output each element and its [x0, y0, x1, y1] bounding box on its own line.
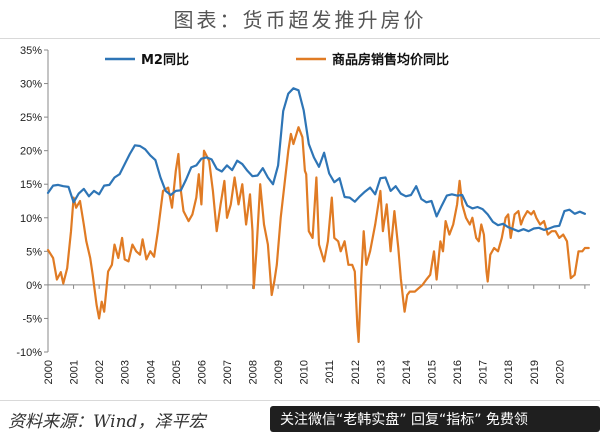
watermark-banner: 关注微信“老韩实盘” 回复“指标” 免费领 — [270, 406, 600, 432]
series-layer — [46, 87, 590, 343]
line-chart: -10%-5%0%5%10%15%20%25%30%35% 2000 2001 20… — [16, 45, 590, 384]
chart-title: 图表：货币超发推升房价 — [173, 8, 427, 32]
y-tick-label: 25% — [20, 112, 42, 124]
y-tick-label: -10% — [16, 347, 42, 359]
y-tick-label: 20% — [20, 146, 42, 158]
x-tick-label: 2007 — [222, 360, 234, 384]
source-note: 资料来源：Wind，泽平宏 — [8, 412, 206, 432]
x-tick-label: 2005 — [171, 360, 183, 384]
y-tick-label: -5% — [22, 313, 42, 325]
title-band: 图表：货币超发推升房价 — [0, 0, 600, 39]
x-tick-label: 2008 — [248, 360, 260, 384]
legend-label: 商品房销售均价同比 — [332, 52, 449, 68]
x-tick-label: 2017 — [478, 360, 490, 384]
x-tick-label: 2019 — [529, 360, 541, 384]
y-tick-label: 35% — [20, 45, 42, 57]
x-tick-label: 2001 — [69, 360, 81, 384]
x-tick-label: 2003 — [120, 360, 132, 384]
x-tick-label: 2010 — [299, 360, 311, 384]
x-tick-label: 2011 — [324, 360, 336, 384]
y-tick-label: 5% — [26, 246, 42, 258]
watermark-text: 关注微信“老韩实盘” 回复“指标” 免费领 — [280, 412, 528, 428]
x-tick-label: 2016 — [452, 360, 464, 384]
x-tick-label: 2006 — [196, 360, 208, 384]
y-tick-label: 0% — [26, 280, 42, 292]
y-tick-label: 15% — [20, 179, 42, 191]
legend-label: M2同比 — [141, 52, 189, 68]
series-house-price-line — [46, 126, 590, 343]
y-axis: -10% -5% 0% 5% 10% 15% 20% 25% 30% 35% — [16, 45, 49, 359]
footer-band: 资料来源：Wind，泽平宏 关注微信“老韩实盘” 回复“指标” 免费领 — [0, 400, 600, 436]
x-tick-label: 2009 — [273, 360, 285, 384]
x-axis: 2000 2001 2002 2003 2004 2005 2006 2007 2008 2009… — [43, 284, 590, 384]
y-tick-label: 10% — [20, 213, 42, 225]
x-tick-label: 2012 — [350, 360, 362, 384]
x-tick-label: 2000 — [43, 360, 55, 384]
x-tick-label: 2013 — [375, 360, 387, 384]
legend: M2同比 商品房销售均价同比 — [105, 52, 449, 68]
x-tick-label: 2015 — [426, 360, 438, 384]
x-tick-label: 2004 — [145, 360, 157, 384]
legend-item-house-price: 商品房销售均价同比 — [296, 52, 449, 68]
x-tick-label: 2020 — [554, 360, 566, 384]
x-tick-label: 2018 — [503, 360, 515, 384]
y-tick-label: 30% — [20, 79, 42, 91]
legend-item-m2: M2同比 — [105, 52, 189, 68]
x-tick-label: 2002 — [94, 360, 106, 384]
x-tick-label: 2014 — [401, 360, 413, 384]
series-m2-line — [46, 87, 586, 233]
